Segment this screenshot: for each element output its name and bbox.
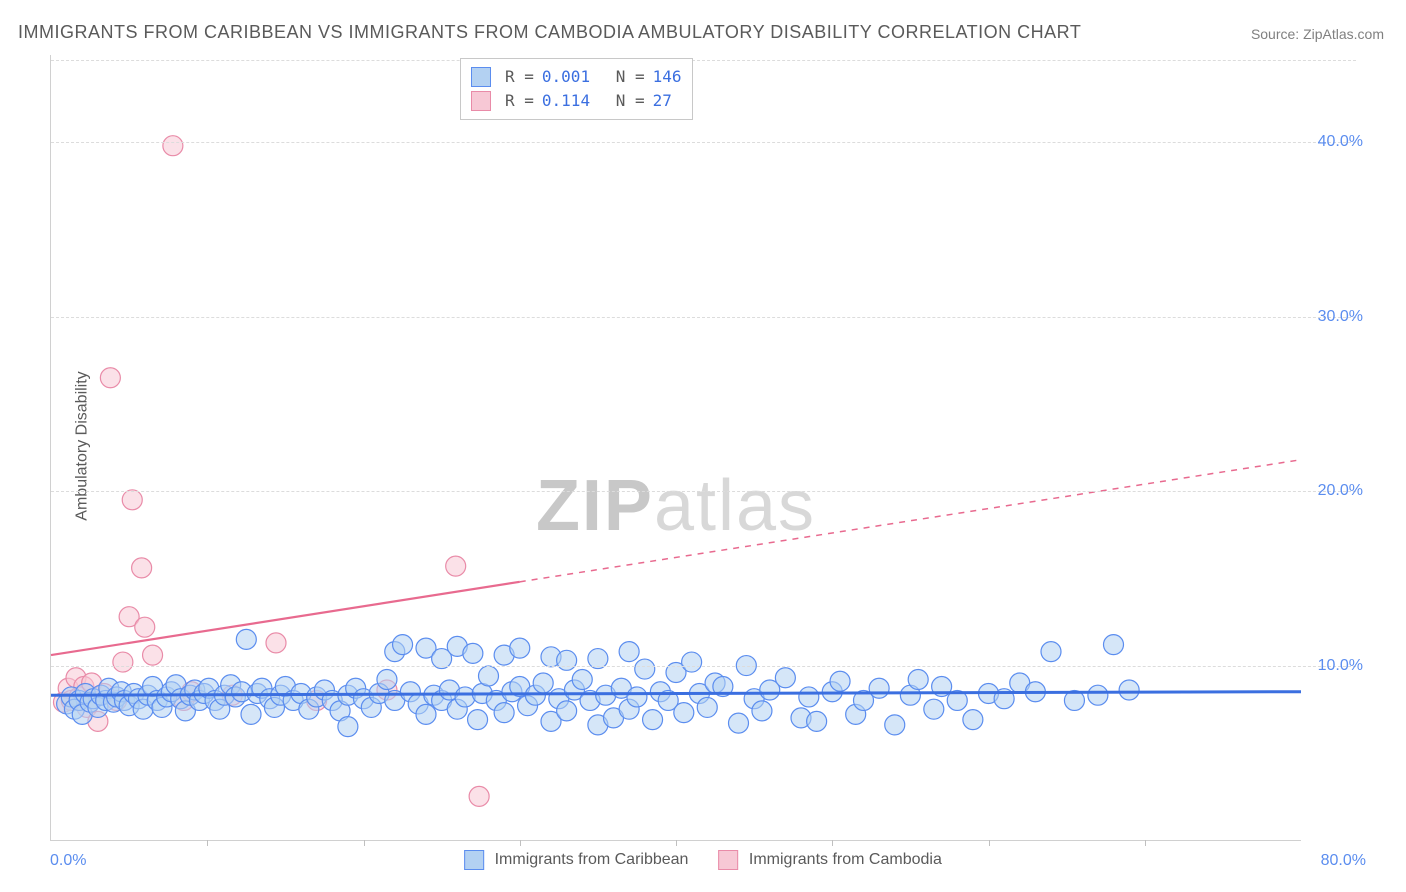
swatch-caribbean-icon: [464, 850, 484, 870]
swatch-caribbean: [471, 67, 491, 87]
legend-row-cambodia: R = 0.114 N = 27: [471, 89, 682, 113]
legend-item-caribbean: Immigrants from Caribbean: [464, 850, 688, 870]
legend-row-caribbean: R = 0.001 N = 146: [471, 65, 682, 89]
chart-title: IMMIGRANTS FROM CARIBBEAN VS IMMIGRANTS …: [18, 22, 1081, 43]
plot-area: ZIPatlas 10.0%20.0%30.0%40.0%: [50, 55, 1301, 841]
chart-container: IMMIGRANTS FROM CARIBBEAN VS IMMIGRANTS …: [0, 0, 1406, 892]
x-axis-max-label: 80.0%: [1321, 852, 1366, 870]
swatch-cambodia-icon: [718, 850, 738, 870]
stats-legend: R = 0.001 N = 146 R = 0.114 N = 27: [460, 58, 693, 120]
source-attribution: Source: ZipAtlas.com: [1251, 26, 1384, 42]
swatch-cambodia: [471, 91, 491, 111]
legend-item-cambodia: Immigrants from Cambodia: [718, 850, 941, 870]
series-legend: Immigrants from Caribbean Immigrants fro…: [464, 850, 942, 870]
chart-svg: [51, 55, 1301, 840]
x-axis-min-label: 0.0%: [50, 852, 86, 870]
